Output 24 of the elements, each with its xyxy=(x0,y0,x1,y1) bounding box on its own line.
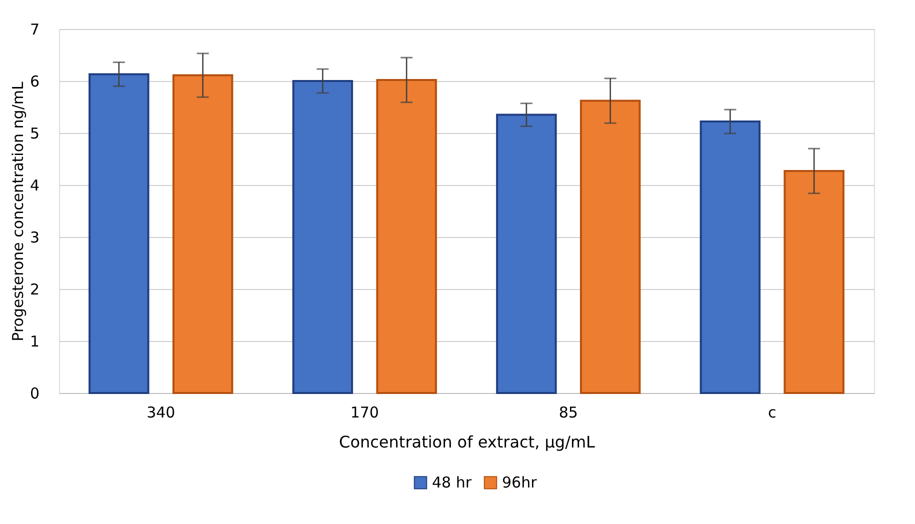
bar xyxy=(376,78,437,394)
bar xyxy=(784,170,844,394)
x-axis-title: Concentration of extract, µg/mL xyxy=(339,432,596,452)
x-tick-label: 85 xyxy=(558,404,578,422)
y-tick-label: 0 xyxy=(30,384,40,402)
legend-label: 96hr xyxy=(502,474,538,492)
y-tick-label: 2 xyxy=(30,280,40,298)
y-axis-title: Progesterone concentration ng/mL xyxy=(8,81,27,342)
x-tick-label: 170 xyxy=(350,404,379,422)
y-tick-label: 6 xyxy=(30,72,40,90)
legend-label: 48 hr xyxy=(432,474,472,492)
bar xyxy=(88,73,150,394)
bar xyxy=(496,114,557,394)
bar xyxy=(292,80,354,394)
bar xyxy=(700,120,761,394)
y-tick-label: 5 xyxy=(30,124,40,142)
x-tick-label: c xyxy=(768,404,776,422)
y-tick-label: 7 xyxy=(30,20,40,38)
bar xyxy=(580,100,641,394)
y-tick-label: 1 xyxy=(30,332,40,350)
y-tick-label: 4 xyxy=(30,176,40,194)
x-tick-label: 340 xyxy=(146,404,176,422)
bar xyxy=(172,74,234,394)
y-tick-label: 3 xyxy=(30,228,40,246)
